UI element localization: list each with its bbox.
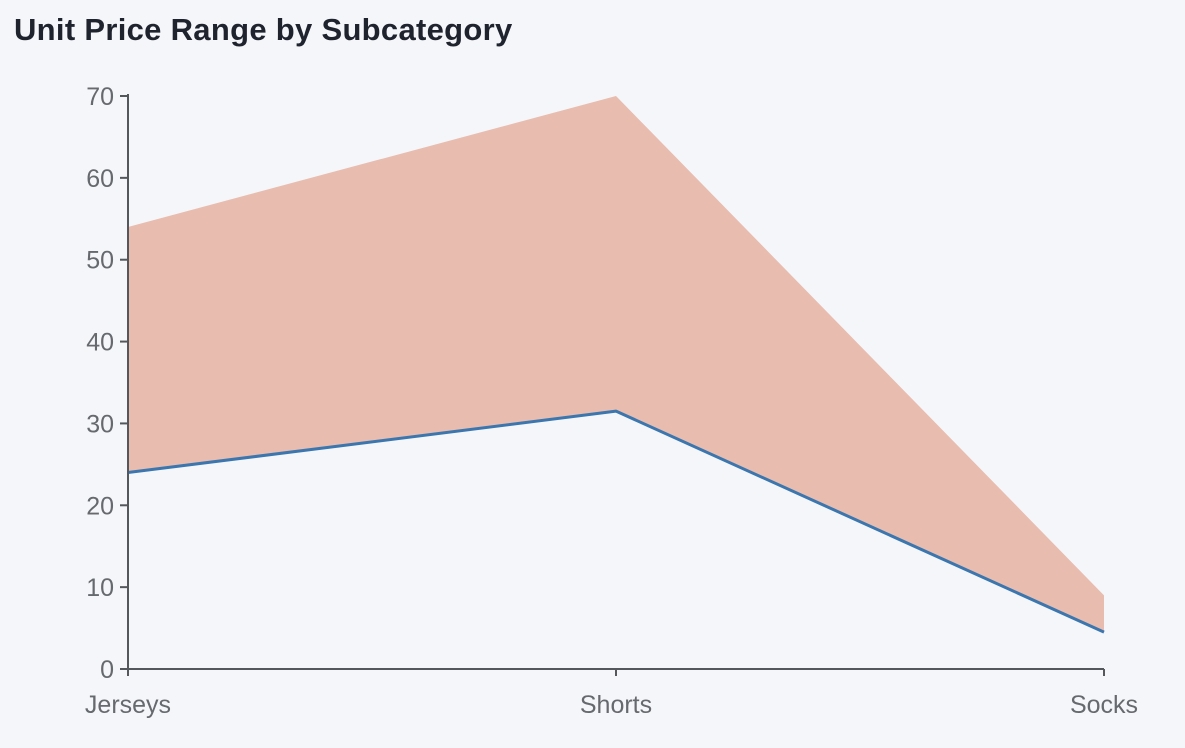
x-tick-label: Shorts [580,691,652,719]
y-tick-label: 60 [86,165,114,193]
y-tick-label: 70 [86,83,114,111]
x-tick-label: Jerseys [85,691,171,719]
y-tick-label: 50 [86,247,114,275]
y-tick-label: 20 [86,492,114,520]
chart-title: Unit Price Range by Subcategory [14,12,513,47]
y-tick-label: 40 [86,329,114,357]
y-tick-label: 10 [86,574,114,602]
y-tick-label: 0 [100,656,114,684]
y-tick-label: 30 [86,410,114,438]
min-price-line [127,409,1105,634]
x-tick-label: Socks [1070,691,1138,719]
price-range-band [128,96,1104,633]
